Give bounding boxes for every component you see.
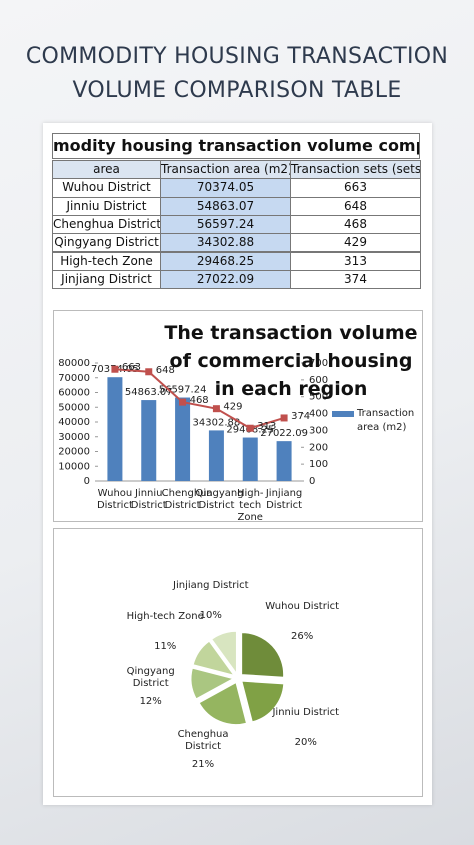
- x-tick-label: Qingyang District: [195, 488, 244, 511]
- table-cell: 56597.24: [160, 214, 291, 235]
- line-marker: [280, 414, 288, 422]
- pie-slice: [190, 667, 235, 700]
- pie-category-label: Jinniu District: [272, 706, 340, 718]
- page-title: COMMODITY HOUSING TRANSACTION: [25, 44, 449, 69]
- pie-category-label: Wuhou District: [265, 601, 340, 613]
- legend-swatch: [332, 411, 354, 417]
- y-tick-label: 0: [84, 476, 90, 487]
- pie-category-label: Jinjiang District: [173, 579, 249, 591]
- y2-tick-label: 700: [309, 358, 328, 369]
- y2-tick-label: 100: [309, 459, 328, 470]
- bar-value-label: 54863.07: [125, 387, 173, 398]
- chart-title: The transaction volume of commercial hou…: [164, 322, 418, 400]
- pie-slice: [241, 680, 285, 723]
- y2-tick-label: 0: [309, 476, 315, 487]
- line-value-label: 648: [156, 365, 175, 376]
- pie-slice: [211, 630, 237, 675]
- table-cell: 27022.09: [160, 269, 291, 290]
- table-cell: 54863.07: [160, 196, 291, 216]
- table-cell: 374: [290, 269, 421, 290]
- x-tick-label: Jinjiang District: [265, 488, 303, 511]
- table-cell: Chenghua District: [52, 214, 161, 235]
- bar: [107, 377, 123, 481]
- line-value-label: 468: [190, 395, 209, 406]
- table-cell: 429: [290, 233, 421, 253]
- y-tick-label: 40000: [58, 417, 90, 428]
- pie-slice: [241, 632, 285, 678]
- bar: [208, 430, 224, 481]
- pie-category-label: High-tech Zone: [126, 611, 204, 623]
- y-tick-label: 30000: [58, 432, 90, 443]
- pie-value-label: 12%: [139, 696, 162, 708]
- line-value-label: 313: [257, 421, 276, 432]
- line-value-label: 663: [122, 362, 141, 373]
- bar-value-label: 56597.24: [159, 385, 207, 396]
- pie-slice: [198, 681, 248, 726]
- y-tick-label: 20000: [58, 447, 90, 458]
- bar-chart: 0 10000 20000 30000 40000 50000 60000 70000 8000…: [58, 358, 354, 487]
- y2-tick-label: 500: [309, 392, 328, 403]
- table-cell: Qingyang District: [52, 233, 161, 253]
- table-cell: 648: [290, 196, 421, 216]
- y-tick-label: 60000: [58, 388, 90, 399]
- table-cell: Jinjiang District: [52, 269, 161, 290]
- pie-chart-frame: Wuhou District 26% Jinniu District 20% Cheng…: [53, 528, 423, 797]
- line-marker: [111, 365, 119, 373]
- bar: [141, 400, 157, 481]
- line-marker: [246, 424, 254, 432]
- line-marker: [145, 368, 153, 376]
- x-tick-label: Jinniu District: [130, 488, 167, 511]
- x-tick-label: Chenghua District: [161, 488, 213, 511]
- bar-chart-frame: 0 10000 20000 30000 40000 50000 60000 70000 8000…: [53, 310, 423, 523]
- table-cell: 663: [290, 178, 421, 198]
- pie-category-label: Qingyang District: [126, 666, 175, 690]
- y2-tick-label: 600: [309, 375, 328, 386]
- pie-value-label: 11%: [154, 641, 177, 653]
- table-title: modity housing transaction volume compar…: [52, 133, 420, 159]
- table-cell: 34302.88: [160, 233, 291, 253]
- line: [114, 368, 285, 430]
- y-tick-label: 80000: [58, 358, 90, 369]
- line-marker: [212, 405, 220, 413]
- table-cell: 29468.25: [160, 251, 291, 271]
- bar: [276, 441, 292, 481]
- pie-value-label: 10%: [199, 609, 222, 621]
- table-cell: Jinniu District: [52, 196, 161, 216]
- bar-value-label: 27022.09: [260, 428, 308, 439]
- pie-category-label: Chenghua District: [177, 729, 229, 753]
- table-cell: 313: [290, 251, 421, 271]
- page-title: VOLUME COMPARISON TABLE: [72, 78, 402, 103]
- bar-value-label: 34302.88: [193, 417, 241, 428]
- y-tick-label: 10000: [58, 461, 90, 472]
- pie-slice: [192, 640, 236, 677]
- line-value-label: 429: [223, 402, 242, 413]
- y2-tick-label: 200: [309, 442, 328, 453]
- line-marker: [179, 398, 187, 406]
- y2-tick-label: 300: [309, 425, 328, 436]
- table-cell: 468: [290, 214, 421, 235]
- pie-value-label: 20%: [294, 736, 317, 748]
- y2-tick-label: 400: [309, 409, 328, 420]
- pie-value-label: 26%: [291, 631, 314, 643]
- x-tick-label: Wuhou District: [96, 488, 133, 511]
- column-header: area: [52, 160, 161, 180]
- y-tick-label: 70000: [58, 373, 90, 384]
- x-tick-label: High-tech Zone: [236, 488, 264, 523]
- table-cell: High-tech Zone: [52, 251, 161, 271]
- bar: [242, 437, 258, 481]
- bar: [175, 397, 191, 481]
- column-header: Transaction sets (sets): [290, 160, 421, 180]
- pie-chart: [190, 630, 285, 726]
- legend-label: Transaction area (m2): [357, 408, 415, 433]
- y-tick-label: 50000: [58, 402, 90, 413]
- line-value-label: 374: [291, 411, 310, 422]
- column-header: Transaction area (m2): [160, 160, 291, 180]
- table-cell: 70374.05: [160, 178, 291, 198]
- table-cell: Wuhou District: [52, 178, 161, 198]
- pie-value-label: 21%: [191, 759, 215, 771]
